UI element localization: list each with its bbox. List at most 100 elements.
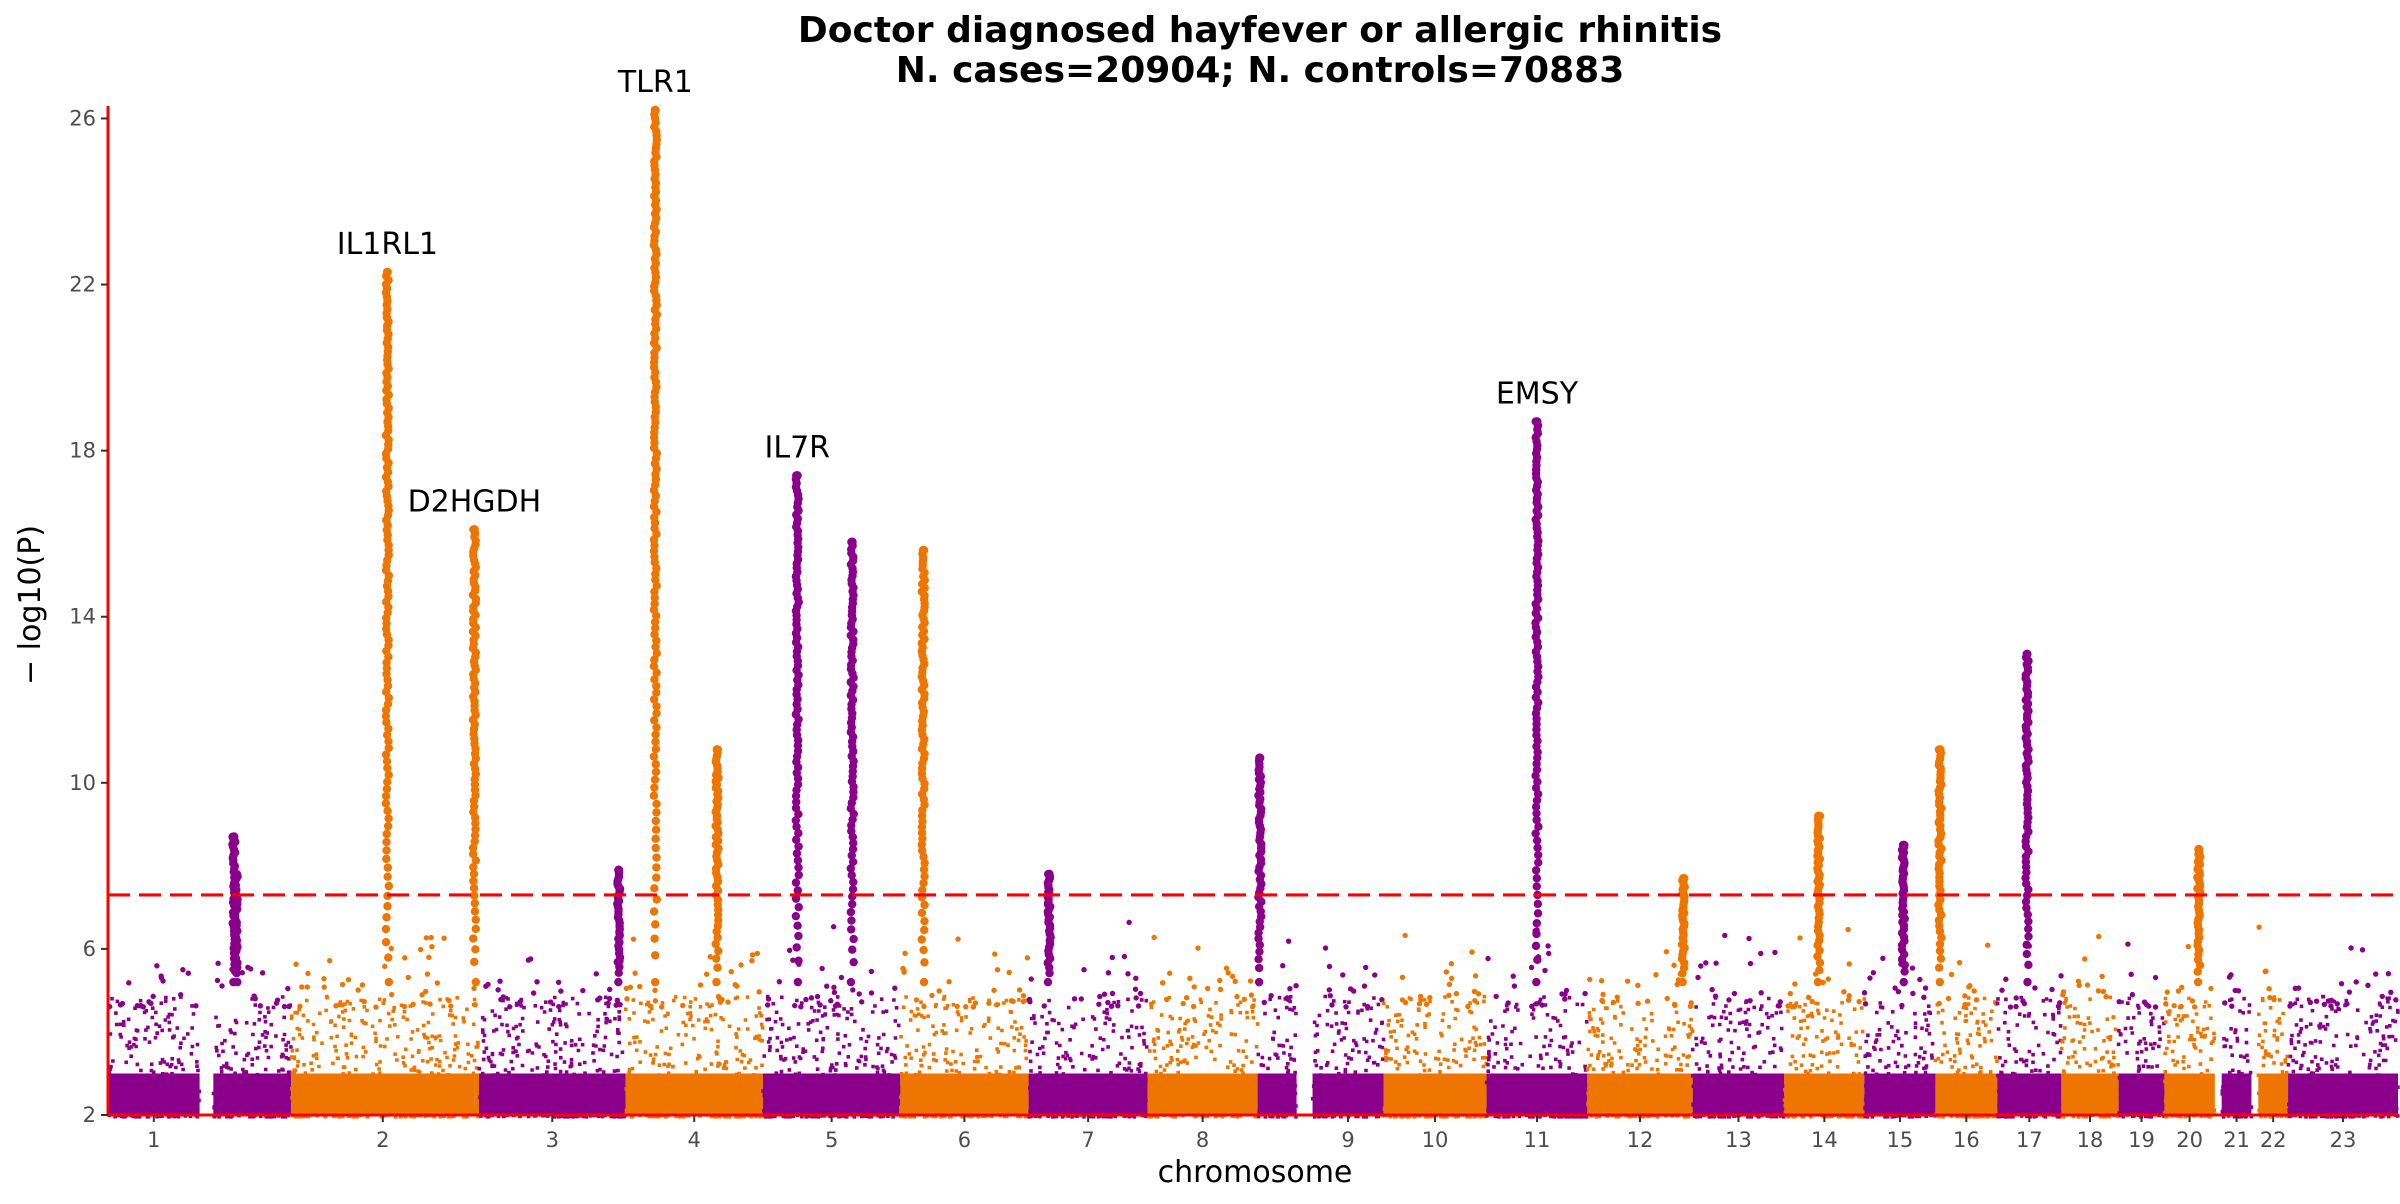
data-point: [1465, 1003, 1471, 1010]
data-point: [1361, 983, 1368, 989]
data-point: [219, 983, 225, 989]
data-point: [1663, 948, 1670, 955]
peak-point: [468, 934, 478, 943]
data-point: [1785, 1003, 1791, 1009]
peak-point: [471, 915, 480, 925]
data-point: [2393, 997, 2399, 1003]
peak-point: [1254, 963, 1264, 973]
data-point: [2032, 985, 2038, 991]
data-point: [1948, 971, 1955, 978]
data-point: [1133, 975, 1139, 981]
peak-point: [1936, 954, 1946, 963]
chromosome-points: [1995, 649, 2064, 1119]
data-point: [1598, 978, 1605, 984]
data-point: [1020, 998, 1027, 1005]
peak-point: [470, 957, 479, 967]
peak-point: [651, 642, 660, 652]
peak-point: [794, 902, 803, 912]
data-point: [627, 984, 634, 990]
peak-point: [793, 886, 802, 895]
data-point: [1427, 994, 1433, 1001]
chromosome-points: [1026, 869, 1149, 1119]
data-point: [117, 1002, 124, 1008]
peak-point: [652, 688, 661, 697]
data-point: [929, 992, 935, 999]
peak-point: [1813, 977, 1823, 987]
data-point: [1856, 998, 1862, 1005]
data-point: [832, 1003, 839, 1009]
data-point: [193, 1003, 199, 1009]
data-point: [483, 983, 489, 989]
data-point: [471, 985, 477, 992]
peak-point: [650, 951, 660, 960]
peak-point: [382, 718, 391, 727]
data-point: [2185, 943, 2191, 950]
data-point: [2379, 993, 2385, 1000]
data-point: [1190, 1003, 1197, 1010]
data-point: [1671, 1001, 1678, 1008]
data-point: [1562, 996, 1568, 1002]
x-tick-label: 2: [376, 1128, 389, 1152]
data-point: [257, 1003, 264, 1009]
base-band: [1997, 1073, 2062, 1115]
data-point: [427, 1001, 433, 1007]
data-point: [293, 961, 299, 967]
data-point: [134, 1003, 141, 1009]
data-point: [1417, 993, 1424, 1000]
data-point: [1191, 984, 1197, 990]
data-point: [647, 1003, 654, 1009]
data-point: [1453, 990, 1460, 997]
data-point: [1880, 955, 1886, 962]
data-point: [1071, 996, 1078, 1002]
chromosome-points: [761, 471, 902, 1119]
data-point: [1545, 943, 1551, 949]
peak-point: [384, 724, 393, 733]
gene-annotation-label: IL7R: [765, 431, 831, 466]
x-tick-label: 1: [147, 1128, 160, 1152]
data-point: [1416, 1001, 1423, 1007]
peak-point: [791, 803, 801, 813]
data-point: [2055, 1003, 2062, 1009]
data-point: [154, 963, 160, 969]
base-points: [2256, 995, 2289, 1119]
data-point: [593, 971, 599, 977]
chromosome-points: [1690, 932, 1786, 1119]
data-point: [2348, 945, 2354, 951]
peak-point: [470, 891, 479, 900]
peak-point: [917, 935, 926, 944]
data-point: [1285, 996, 1291, 1003]
chromosome-points: [477, 865, 628, 1119]
data-point: [1446, 981, 1453, 987]
data-point: [2003, 976, 2009, 982]
peak-point: [384, 814, 393, 823]
data-point: [472, 1002, 478, 1008]
peak-top-point: [792, 471, 802, 481]
data-point: [868, 968, 875, 975]
data-point: [1101, 991, 1108, 997]
data-point: [1867, 975, 1873, 981]
data-point: [1772, 949, 1778, 956]
data-point: [1791, 1003, 1797, 1010]
chromosome-points: [1254, 753, 1299, 1119]
peak-point: [471, 924, 480, 934]
data-point: [1599, 997, 1605, 1004]
peak-point: [920, 916, 929, 926]
data-point: [429, 943, 435, 950]
data-point: [321, 976, 327, 982]
data-point: [434, 980, 441, 986]
data-point: [703, 971, 710, 977]
y-tick-label: 14: [69, 605, 96, 629]
peak-point: [2024, 924, 2033, 934]
data-point: [1962, 993, 1968, 999]
data-point: [902, 950, 908, 957]
peak-point: [471, 977, 480, 987]
chromosome-points: [211, 832, 293, 1119]
data-point: [401, 1003, 408, 1010]
data-point: [2103, 994, 2109, 1000]
data-point: [180, 966, 186, 973]
chromosome-points: [899, 545, 1031, 1119]
peak-point: [920, 858, 929, 868]
peak-point: [652, 853, 661, 862]
